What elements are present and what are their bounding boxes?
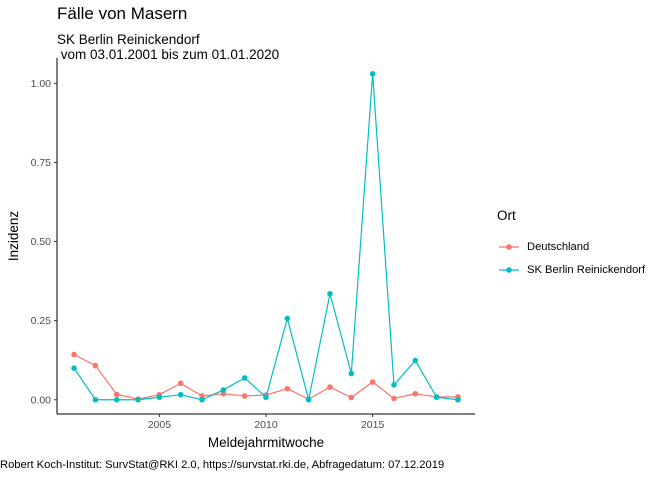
x-tick-label: 2010 [254,419,278,431]
data-point-1-2010 [263,394,269,401]
chart-subtitle: SK Berlin Reinickendorf vom 03.01.2001 b… [57,32,280,62]
data-point-0-2013 [327,384,333,390]
data-point-1-2004 [135,396,141,403]
data-point-1-2019 [455,396,461,403]
y-tick-label: 0.25 [31,315,52,327]
data-point-1-2007 [199,396,205,403]
data-point-1-2009 [241,375,248,381]
legend-key-reinickendorf [499,266,519,273]
series-line-1 [73,73,459,401]
legend-item-reinickendorf: SK Berlin Reinickendorf [497,258,645,281]
data-point-1-2001 [71,365,77,371]
legend-item-deutschland: Deutschland [497,235,645,258]
data-point-1-2013 [327,290,333,297]
data-point-1-2011 [284,315,291,322]
y-tick-label: 0.50 [31,236,52,248]
data-point-1-2015 [369,71,376,77]
data-point-0-2006 [177,380,184,387]
legend: Ort Deutschland SK Berlin Reinickendorf [497,208,645,281]
data-point-1-2017 [412,357,419,364]
data-point-1-2005 [156,394,163,401]
data-point-1-2014 [348,370,355,377]
data-point-0-2017 [412,390,419,397]
y-tick-label: 1.00 [31,78,52,90]
legend-label-reinickendorf: SK Berlin Reinickendorf [527,263,646,276]
legend-key-deutschland [499,243,519,250]
data-point-0-2015 [369,379,376,385]
data-point-0-2011 [284,385,291,392]
legend-title: Ort [497,208,516,223]
y-axis-title: Inzidenz [6,211,21,262]
chart-caption: Robert Koch-Institut: SurvStat@RKI 2.0, … [0,459,445,471]
legend-label-deutschland: Deutschland [527,240,590,253]
x-tick-label: 2015 [361,419,385,431]
x-tick-label: 2005 [148,419,172,431]
y-tick-label: 0.00 [31,394,52,406]
data-point-1-2016 [391,382,397,388]
data-point-1-2002 [92,396,99,403]
chart-title: Fälle von Masern [57,4,188,23]
data-point-1-2012 [305,396,312,403]
data-point-0-2001 [71,351,77,358]
y-tick-label: 0.75 [31,157,52,169]
data-point-0-2016 [391,395,397,402]
data-point-0-2002 [92,362,99,369]
data-point-1-2006 [177,391,184,398]
data-point-0-2014 [348,394,355,401]
x-axis-title: Meldejahrmitwoche [208,435,324,450]
data-point-0-2009 [241,393,248,399]
data-point-1-2008 [220,387,227,393]
data-point-0-2003 [113,391,120,398]
data-point-1-2018 [433,394,440,401]
data-point-1-2003 [113,396,120,403]
